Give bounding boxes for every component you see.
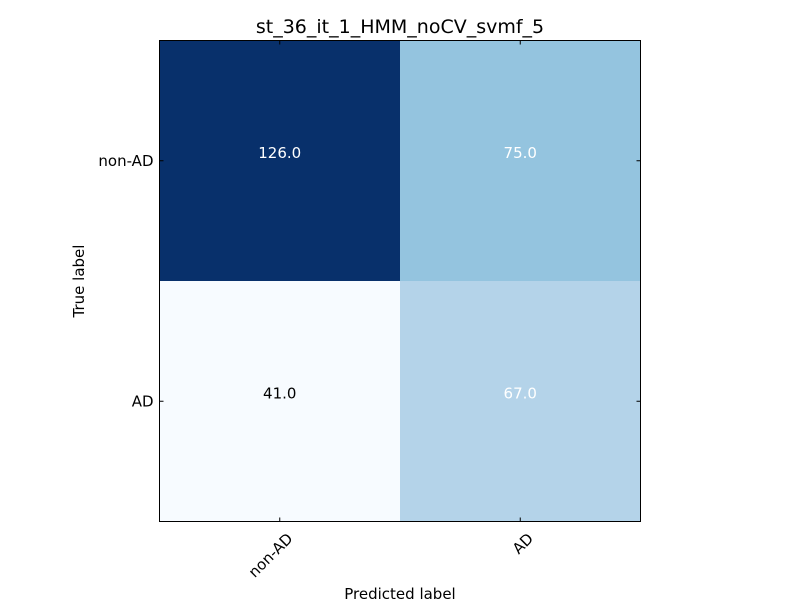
cell-value-label-r0-c0: 126.0 (258, 144, 301, 162)
y-tick-label-0: non-AD (98, 152, 153, 170)
y-tick-labels: non-AD AD (98, 152, 153, 411)
plot-frame (159, 40, 641, 522)
chart-title: st_36_it_1_HMM_noCV_svmf_5 (256, 16, 544, 38)
cell-value-label-r1-c1: 67.0 (504, 384, 537, 402)
cell-value-label-r0-c1: 75.0 (504, 144, 537, 162)
y-tick-label-1: AD (132, 392, 154, 410)
heatmap-cell-labels: 126.0 75.0 41.0 67.0 (258, 144, 537, 403)
heatmap-cells (159, 40, 641, 522)
axis-ticks (159, 40, 641, 522)
heatmap-cell-r1-c1 (400, 281, 641, 522)
heatmap-cell-r0-c0 (159, 40, 400, 281)
heatmap-cell-r1-c0 (159, 281, 400, 522)
x-axis-label: Predicted label (344, 585, 455, 600)
heatmap-cell-r0-c1 (400, 40, 641, 281)
cell-value-label-r1-c0: 41.0 (263, 384, 296, 402)
y-axis-label: True label (70, 245, 88, 319)
